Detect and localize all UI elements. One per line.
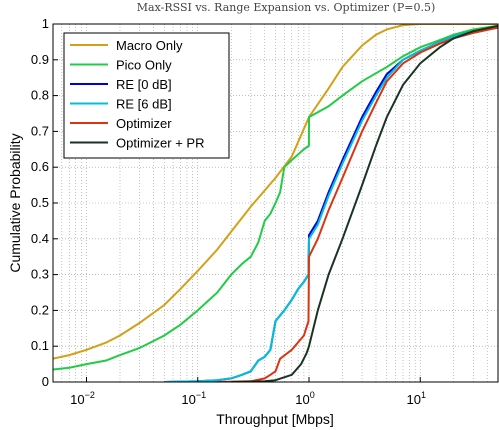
legend-label: RE [6 dB] [116,97,172,112]
y-tick-label: 0.3 [31,267,49,282]
y-tick-label: 1 [42,16,49,31]
legend-label: Optimizer [116,116,172,131]
x-tick-labels: 10−2 10−1 100 101 [70,377,426,407]
series-line-5 [217,26,498,382]
y-tick-label: 0.9 [31,52,49,67]
y-tick-label: 0.2 [31,302,49,317]
series-line-6 [231,24,498,382]
y-tick-labels: 0 0.1 0.2 0.3 0.4 0.5 0.6 0.7 0.8 0.9 1 [31,16,58,389]
x-tick-label: 100 [295,390,314,407]
legend-box [63,32,230,159]
y-tick-label: 0.6 [31,159,49,174]
legend-label: Pico Only [116,58,172,73]
x-tick-label: 10−2 [70,390,95,407]
chart-title: Max-RSSI vs. Range Expansion vs. Optimiz… [137,1,435,14]
series-layer [53,24,498,382]
legend: Macro Only Pico Only RE [0 dB] RE [6 dB] Opt… [63,32,230,159]
legend-label: RE [0 dB] [116,77,172,92]
y-tick-label: 0 [42,374,49,389]
x-axis-label: Throughput [Mbps] [216,411,334,427]
y-tick-label: 0.5 [31,195,49,210]
series-line-4 [164,26,498,382]
x-tick-label: 10−1 [181,390,206,407]
y-tick-label: 0.1 [31,338,49,353]
series-line-2 [53,24,498,371]
y-tick-label: 0.4 [31,231,49,246]
x-tick-label: 101 [406,390,425,407]
legend-label: Optimizer + PR [116,136,205,151]
y-tick-label: 0.8 [31,88,49,103]
y-tick-label: 0.7 [31,123,49,138]
legend-label: Macro Only [116,38,183,53]
y-axis-label: Cumulative Probability [7,133,23,272]
series-line-1 [53,24,498,360]
